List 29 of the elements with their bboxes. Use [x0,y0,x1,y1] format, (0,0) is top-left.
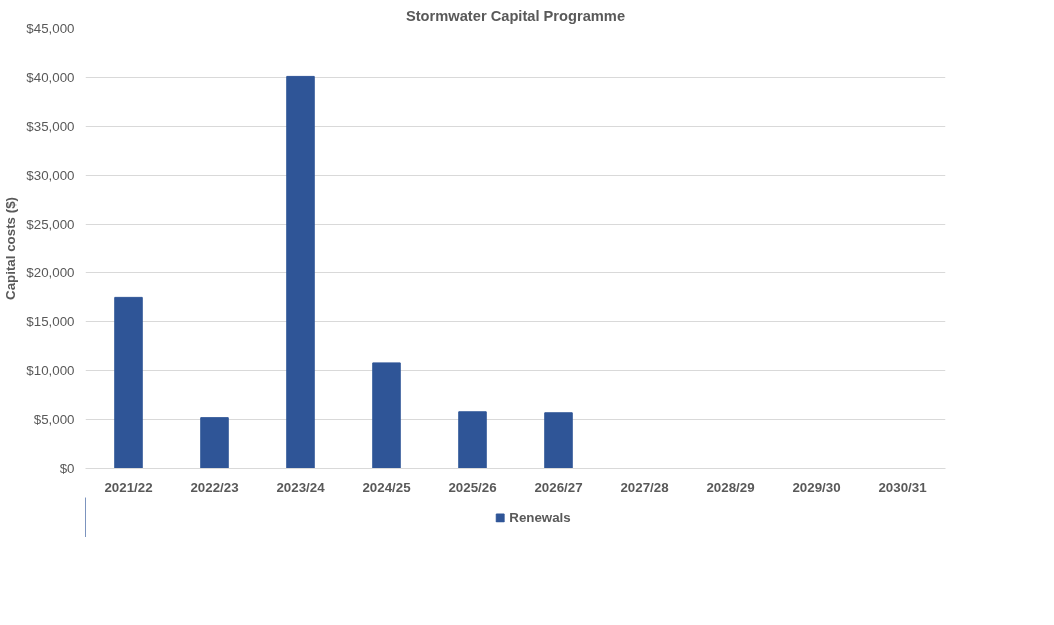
bar [114,296,143,469]
y-tick-label: $30,000 [26,167,75,183]
x-tick-label: 2021/22 [104,479,153,495]
bar [200,417,229,469]
chart-title: Stormwater Capital Programme [405,7,626,24]
x-tick-label: 2024/25 [362,479,412,495]
y-axis-title: Capital costs ($) [3,197,19,300]
y-tick-label: $5,000 [33,412,75,428]
x-tick-label: 2030/31 [878,479,928,495]
y-tick-label: $15,000 [26,314,75,330]
y-tick-label: $25,000 [26,216,75,232]
x-tick-label: 2023/24 [276,479,326,495]
x-tick-label: 2025/26 [448,479,497,495]
bar [544,412,573,469]
x-tick-label: 2029/30 [792,479,841,495]
bar [286,75,315,469]
bar [372,362,401,469]
y-tick-label: $45,000 [26,21,75,36]
y-tick-label: $20,000 [26,265,75,281]
legend-label: Renewals [509,509,571,525]
x-tick-label: 2027/28 [620,479,669,495]
bar [458,411,487,469]
x-tick-label: 2026/27 [534,479,583,495]
y-tick-label: $10,000 [26,363,75,379]
x-tick-label: 2028/29 [706,479,755,495]
x-tick-label: 2022/23 [190,479,239,495]
y-tick-label: $35,000 [26,118,75,134]
y-tick-label: $40,000 [26,69,75,85]
y-tick-label: $0 [59,461,75,476]
